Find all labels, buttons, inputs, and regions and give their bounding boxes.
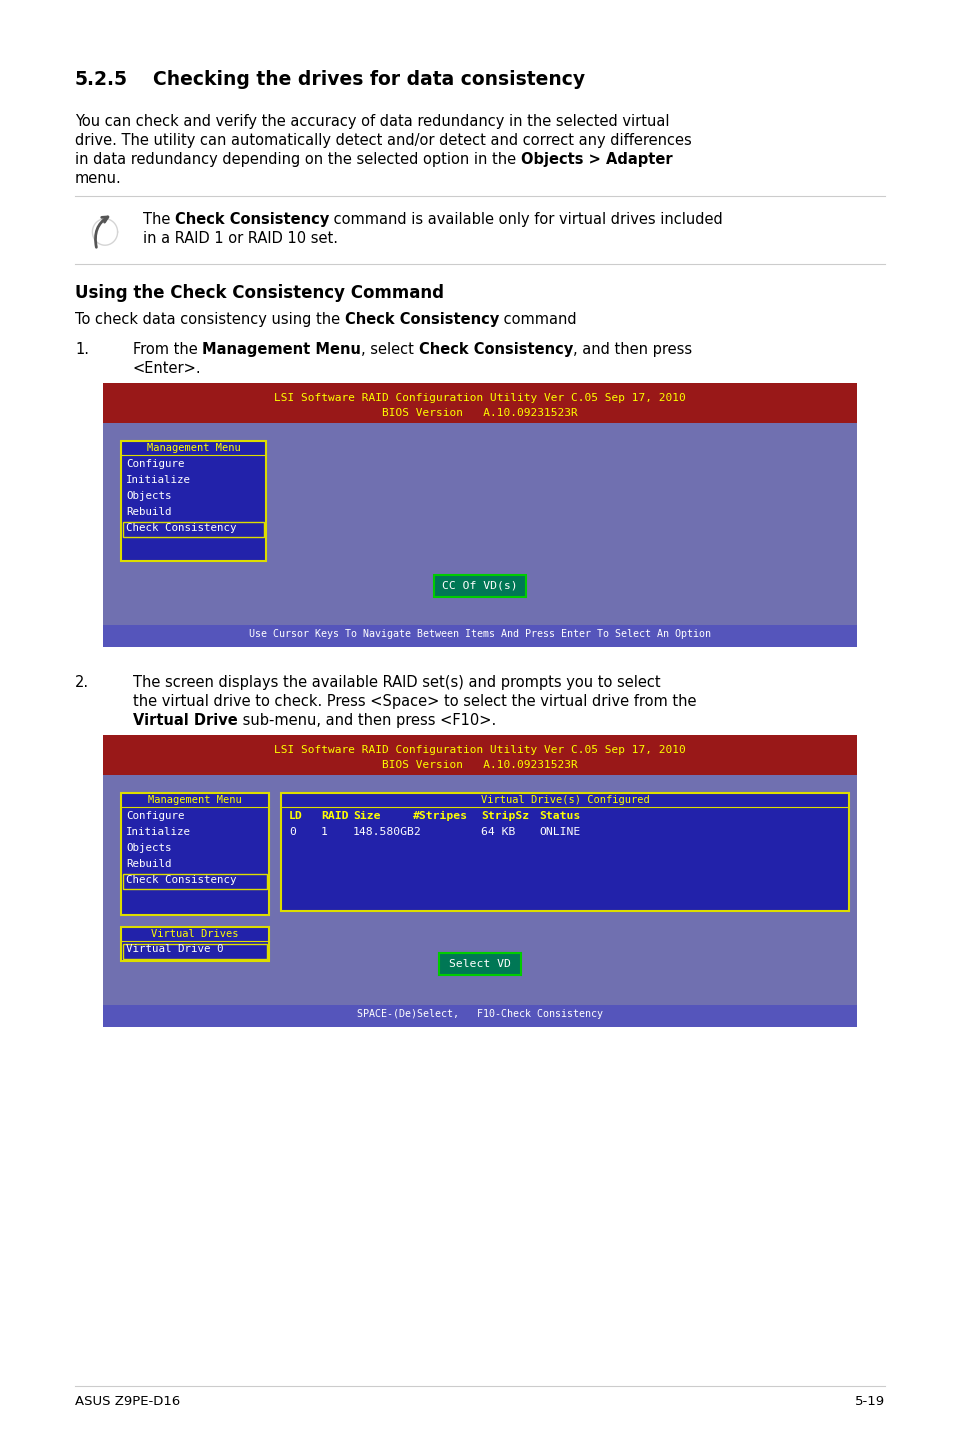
- Text: CC Of VD(s): CC Of VD(s): [442, 580, 517, 590]
- FancyBboxPatch shape: [121, 441, 266, 561]
- Text: ASUS Z9PE-D16: ASUS Z9PE-D16: [75, 1395, 180, 1408]
- Text: LSI Software RAID Configuration Utility Ver C.05 Sep 17, 2010: LSI Software RAID Configuration Utility …: [274, 745, 685, 755]
- Text: Virtual Drive(s) Configured: Virtual Drive(s) Configured: [480, 795, 649, 805]
- Text: Status: Status: [538, 811, 579, 821]
- Text: Management Menu: Management Menu: [148, 795, 242, 805]
- Text: 0: 0: [289, 827, 295, 837]
- Text: Check Consistency: Check Consistency: [344, 312, 498, 326]
- FancyBboxPatch shape: [103, 626, 856, 647]
- FancyBboxPatch shape: [281, 792, 848, 912]
- Text: SPACE-(De)Select,   F10-Check Consistency: SPACE-(De)Select, F10-Check Consistency: [356, 1009, 602, 1020]
- Text: Objects > Adapter: Objects > Adapter: [520, 152, 672, 167]
- Text: Initialize: Initialize: [126, 475, 191, 485]
- Text: Use Cursor Keys To Navigate Between Items And Press Enter To Select An Option: Use Cursor Keys To Navigate Between Item…: [249, 628, 710, 638]
- FancyBboxPatch shape: [103, 423, 856, 626]
- Text: From the: From the: [132, 342, 202, 357]
- Text: #Stripes: #Stripes: [413, 811, 468, 821]
- Text: 5-19: 5-19: [854, 1395, 884, 1408]
- Text: in data redundancy depending on the selected option in the: in data redundancy depending on the sele…: [75, 152, 520, 167]
- Text: Size: Size: [353, 811, 380, 821]
- Text: command is available only for virtual drives included: command is available only for virtual dr…: [329, 211, 722, 227]
- Text: drive. The utility can automatically detect and/or detect and correct any differ: drive. The utility can automatically det…: [75, 132, 691, 148]
- Text: The screen displays the available RAID set(s) and prompts you to select: The screen displays the available RAID s…: [132, 674, 659, 690]
- Text: 1: 1: [320, 827, 328, 837]
- Text: Check Consistency: Check Consistency: [126, 523, 236, 533]
- Text: 64 KB: 64 KB: [480, 827, 515, 837]
- Text: , and then press: , and then press: [573, 342, 691, 357]
- Text: , select: , select: [361, 342, 418, 357]
- FancyBboxPatch shape: [103, 383, 856, 423]
- Text: BIOS Version   A.10.09231523R: BIOS Version A.10.09231523R: [382, 761, 578, 769]
- Text: Virtual Drive 0: Virtual Drive 0: [126, 943, 223, 953]
- Text: Objects: Objects: [126, 843, 172, 853]
- Text: Rebuild: Rebuild: [126, 508, 172, 518]
- Text: Initialize: Initialize: [126, 827, 191, 837]
- Text: LSI Software RAID Configuration Utility Ver C.05 Sep 17, 2010: LSI Software RAID Configuration Utility …: [274, 393, 685, 403]
- Text: Rebuild: Rebuild: [126, 858, 172, 869]
- Text: menu.: menu.: [75, 171, 122, 186]
- Text: Management Menu: Management Menu: [202, 342, 361, 357]
- Text: sub-menu, and then press <F10>.: sub-menu, and then press <F10>.: [237, 713, 496, 728]
- Text: the virtual drive to check. Press <Space> to select the virtual drive from the: the virtual drive to check. Press <Space…: [132, 695, 696, 709]
- Text: 1.: 1.: [75, 342, 89, 357]
- Text: ONLINE: ONLINE: [538, 827, 579, 837]
- Text: StripSz: StripSz: [480, 811, 529, 821]
- FancyBboxPatch shape: [121, 792, 269, 915]
- FancyBboxPatch shape: [123, 874, 267, 889]
- Text: Virtual Drives: Virtual Drives: [152, 929, 238, 939]
- Text: 5.2.5: 5.2.5: [75, 70, 128, 89]
- Text: The: The: [143, 211, 174, 227]
- FancyBboxPatch shape: [121, 928, 269, 961]
- FancyBboxPatch shape: [103, 735, 856, 775]
- Text: Check Consistency: Check Consistency: [126, 874, 236, 884]
- Text: Check Consistency: Check Consistency: [174, 211, 329, 227]
- Text: Using the Check Consistency Command: Using the Check Consistency Command: [75, 283, 443, 302]
- Text: <Enter>.: <Enter>.: [132, 361, 201, 375]
- Text: 2.: 2.: [75, 674, 89, 690]
- Text: Management Menu: Management Menu: [147, 443, 240, 453]
- FancyBboxPatch shape: [103, 1005, 856, 1027]
- Text: command: command: [498, 312, 576, 326]
- Text: RAID: RAID: [320, 811, 348, 821]
- Text: 148.580GB: 148.580GB: [353, 827, 415, 837]
- Text: Check Consistency: Check Consistency: [418, 342, 573, 357]
- Text: Select VD: Select VD: [449, 959, 511, 969]
- FancyBboxPatch shape: [123, 943, 267, 959]
- FancyBboxPatch shape: [438, 953, 520, 975]
- Text: Virtual Drive: Virtual Drive: [132, 713, 237, 728]
- Text: Configure: Configure: [126, 459, 184, 469]
- Text: You can check and verify the accuracy of data redundancy in the selected virtual: You can check and verify the accuracy of…: [75, 114, 669, 129]
- Text: Checking the drives for data consistency: Checking the drives for data consistency: [152, 70, 584, 89]
- Text: LD: LD: [289, 811, 302, 821]
- Text: Configure: Configure: [126, 811, 184, 821]
- Text: BIOS Version   A.10.09231523R: BIOS Version A.10.09231523R: [382, 408, 578, 418]
- FancyBboxPatch shape: [123, 522, 264, 536]
- FancyBboxPatch shape: [434, 575, 525, 597]
- Text: To check data consistency using the: To check data consistency using the: [75, 312, 344, 326]
- FancyBboxPatch shape: [103, 775, 856, 1005]
- Text: Objects: Objects: [126, 490, 172, 500]
- Text: in a RAID 1 or RAID 10 set.: in a RAID 1 or RAID 10 set.: [143, 232, 337, 246]
- Text: 2: 2: [413, 827, 419, 837]
